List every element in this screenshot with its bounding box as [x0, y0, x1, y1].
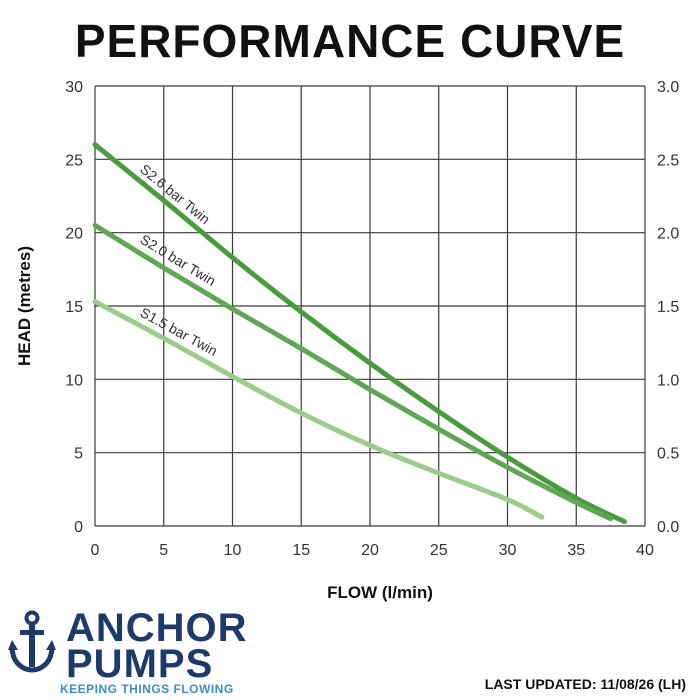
brand-logo: ANCHOR PUMPS KEEPING THINGS FLOWING	[8, 606, 308, 696]
y2-tick-label: 1.0	[657, 372, 679, 389]
series-line	[92, 222, 614, 522]
brand-tagline: KEEPING THINGS FLOWING	[60, 682, 234, 696]
x-tick-label: 40	[636, 542, 654, 559]
tick-labels: 0 5 10 15 20 25 30 35 40 0 0.0 5 0.5 10 1.0 15 1.5 20 2.0 2…	[65, 79, 679, 559]
y2-tick-label: 2.0	[657, 226, 679, 243]
anchor-icon	[8, 610, 56, 673]
brand-name-line1: ANCHOR	[66, 606, 248, 650]
y-tick-label: 25	[65, 152, 83, 169]
series-label: S2.6 bar Twin	[137, 161, 213, 228]
y-tick-label: 0	[74, 519, 83, 536]
chart-title: PERFORMANCE CURVE	[74, 15, 626, 67]
series-line	[92, 142, 627, 525]
y-tick-label: 5	[74, 446, 83, 463]
y2-tick-label: 0.5	[657, 446, 679, 463]
x-tick-label: 5	[159, 542, 168, 559]
y2-tick-label: 1.5	[657, 299, 679, 316]
x-tick-label: 35	[567, 542, 585, 559]
x-tick-label: 15	[292, 542, 310, 559]
x-tick-label: 10	[224, 542, 242, 559]
x-tick-label: 0	[91, 542, 100, 559]
y-tick-label: 10	[65, 372, 83, 389]
chart-series	[92, 142, 627, 525]
y-axis-title: HEAD (metres)	[15, 246, 34, 366]
x-axis-title: FLOW (l/min)	[327, 583, 433, 602]
x-tick-label: 30	[499, 542, 517, 559]
y-tick-label: 15	[65, 299, 83, 316]
series-line	[92, 299, 545, 520]
chart-grid	[94, 85, 646, 527]
y-tick-label: 30	[65, 79, 83, 96]
y-tick-label: 20	[65, 226, 83, 243]
y2-tick-label: 2.5	[657, 152, 679, 169]
x-tick-label: 25	[430, 542, 448, 559]
y2-tick-label: 3.0	[657, 79, 679, 96]
brand-name-line2: PUMPS	[66, 642, 214, 686]
last-updated-text: LAST UPDATED: 11/08/26 (LH)	[484, 676, 686, 692]
x-tick-label: 20	[361, 542, 379, 559]
y2-tick-label: 0.0	[657, 519, 679, 536]
